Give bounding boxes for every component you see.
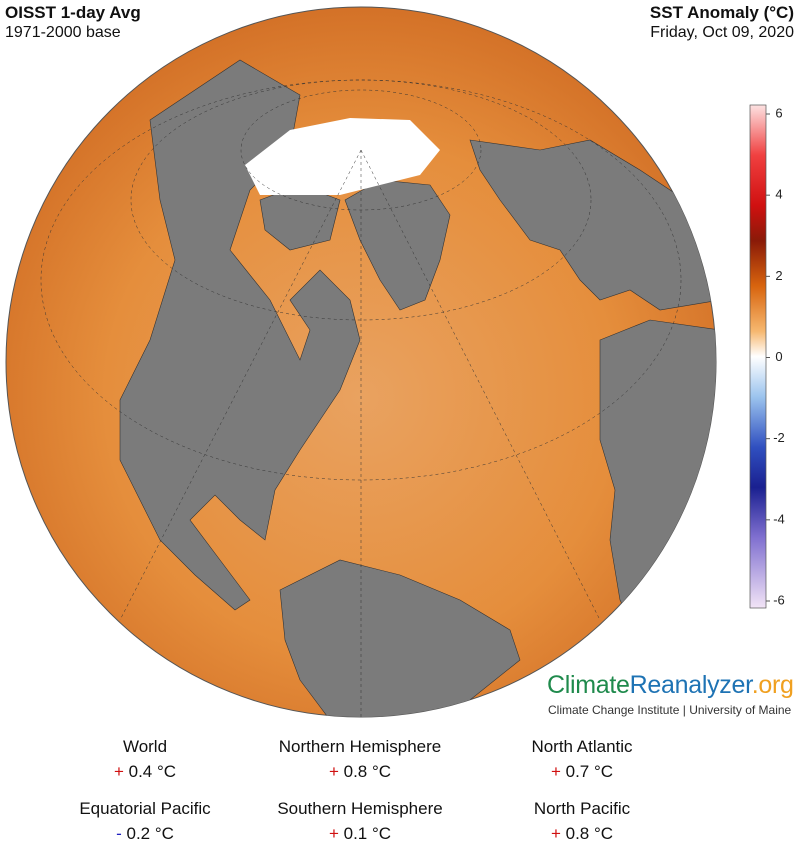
stat-name: World (122, 737, 168, 756)
south-america (279, 559, 521, 717)
colorbar (749, 104, 767, 609)
north-america (119, 59, 361, 611)
europe (469, 139, 716, 311)
stat-number: 0.8 °C (343, 762, 392, 781)
stat-sign: - (116, 824, 122, 843)
logo-part: Reanalyzer (629, 671, 752, 699)
date: Friday, Oct 09, 2020 (650, 24, 794, 41)
tick-label: -2 (773, 430, 785, 445)
tick-label: -6 (773, 592, 785, 607)
stat-sign: + (328, 824, 339, 843)
arctic-ice (245, 118, 440, 195)
stat-name: Southern Hemisphere (277, 799, 443, 818)
stat-sign: + (328, 762, 339, 781)
stat-number: 0.7 °C (565, 762, 614, 781)
tick-label: -4 (773, 511, 785, 526)
stat-sign: + (550, 824, 561, 843)
logo-part: Climate (547, 671, 630, 699)
stat-number: 0.1 °C (343, 824, 392, 843)
stat-value: + 0.1 °C (230, 824, 490, 844)
stat-value: + 0.8 °C (230, 762, 490, 782)
stat-number: 0.2 °C (126, 824, 174, 843)
stat-value: + 0.8 °C (452, 824, 712, 844)
stat-value: + 0.7 °C (452, 762, 712, 782)
stat-name: North Pacific (533, 799, 631, 818)
graticule (40, 79, 682, 717)
stat-sign: + (550, 762, 561, 781)
tick-label: 4 (775, 187, 782, 202)
stat-value: + 0.4 °C (15, 762, 275, 782)
stat-name: Northern Hemisphere (278, 737, 442, 756)
tagline: Climate Change Institute | University of… (548, 703, 792, 717)
stat-sign: + (113, 762, 124, 781)
stat-value: - 0.2 °C (15, 824, 275, 844)
stat-name: Equatorial Pacific (79, 799, 211, 818)
stat-number: 0.4 °C (128, 762, 177, 781)
tick-label: 6 (775, 105, 782, 120)
tick-label: 2 (775, 268, 782, 283)
subtitle: 1971-2000 base (5, 24, 121, 41)
colorbar-ticks: 6 4 2 0 -2 -4 -6 (766, 105, 785, 607)
stat-name: North Atlantic (531, 737, 633, 756)
map: 6 4 2 0 -2 -4 -6 (5, 6, 785, 718)
logo-part: .org (751, 671, 794, 699)
title: OISST 1-day Avg (5, 3, 141, 22)
greenland (344, 179, 451, 311)
logo: ClimateReanalyzer.org (547, 671, 794, 700)
stat-number: 0.8 °C (565, 824, 614, 843)
tick-label: 0 (775, 349, 782, 364)
variable: SST Anomaly (°C) (649, 3, 794, 22)
